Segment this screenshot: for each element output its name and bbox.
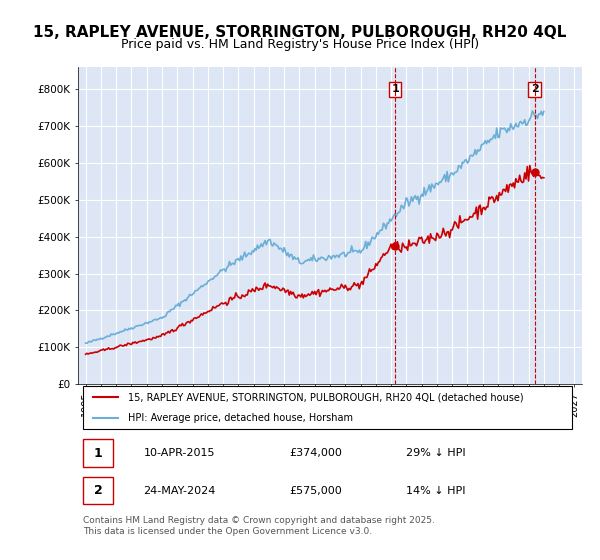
Text: 14% ↓ HPI: 14% ↓ HPI: [406, 486, 465, 496]
Text: 15, RAPLEY AVENUE, STORRINGTON, PULBOROUGH, RH20 4QL: 15, RAPLEY AVENUE, STORRINGTON, PULBOROU…: [34, 25, 566, 40]
Text: Price paid vs. HM Land Registry's House Price Index (HPI): Price paid vs. HM Land Registry's House …: [121, 38, 479, 51]
Text: 10-APR-2015: 10-APR-2015: [143, 449, 215, 458]
Text: Contains HM Land Registry data © Crown copyright and database right 2025.
This d: Contains HM Land Registry data © Crown c…: [83, 516, 435, 536]
Text: 2: 2: [94, 484, 103, 497]
Text: 15, RAPLEY AVENUE, STORRINGTON, PULBOROUGH, RH20 4QL (detached house): 15, RAPLEY AVENUE, STORRINGTON, PULBOROU…: [128, 393, 524, 402]
Text: 24-MAY-2024: 24-MAY-2024: [143, 486, 216, 496]
Text: HPI: Average price, detached house, Horsham: HPI: Average price, detached house, Hors…: [128, 413, 353, 423]
Bar: [83, 477, 113, 505]
Bar: [83, 440, 113, 467]
Text: £575,000: £575,000: [290, 486, 343, 496]
Text: £374,000: £374,000: [290, 449, 343, 458]
Text: 29% ↓ HPI: 29% ↓ HPI: [406, 449, 465, 458]
Text: 1: 1: [94, 447, 103, 460]
Text: 1: 1: [391, 85, 399, 95]
Text: 2: 2: [530, 85, 538, 95]
FancyBboxPatch shape: [83, 386, 572, 429]
